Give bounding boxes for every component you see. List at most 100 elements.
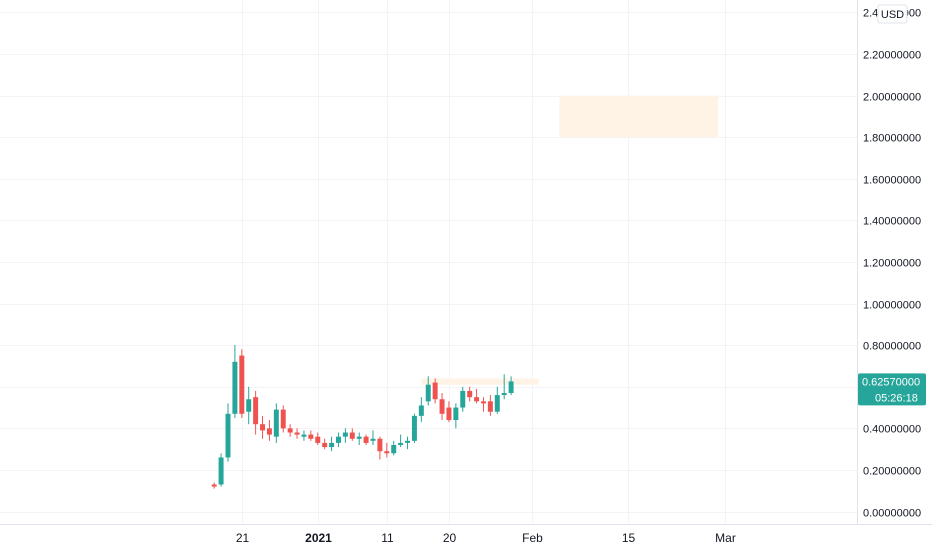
currency-label[interactable]: USD [877,4,908,24]
candle [301,430,307,441]
candle [480,397,486,412]
candle-body [391,444,397,454]
price-tick-label: 1.40000000 [863,216,921,228]
candle [384,442,390,458]
time-axis[interactable]: 21 2021 11 20 Feb 15 Mar [236,531,736,545]
candle-body [266,428,272,435]
time-tick-label: Feb [522,531,543,545]
candle [211,482,217,489]
candle [308,430,314,441]
candle [218,453,224,487]
candle [322,438,328,450]
price-tick-label: 1.80000000 [863,133,921,145]
candle [246,386,252,425]
candle [273,403,279,443]
candle-body [411,415,417,441]
candle [453,403,459,429]
candle-body [349,432,355,439]
price-tick-label: 0.40000000 [863,424,921,436]
candle-body [384,451,390,454]
candle [425,376,431,406]
last-price-badge: 0.62570000 05:26:18 [858,373,926,406]
candle [460,386,466,412]
candle-body [253,397,259,425]
candle-body [363,436,369,443]
candle-body [287,428,293,433]
candle-body [322,442,328,448]
price-tick-label: 1.60000000 [863,175,921,187]
currency-label-bg [877,4,908,24]
candle-body [335,436,341,443]
currency-label-text: USD [881,9,904,21]
candle-body [273,409,279,437]
candle-body [439,399,445,414]
candle-body [487,401,493,412]
candle [474,388,480,404]
candle [349,428,355,441]
last-price-badge-bg [858,373,926,406]
candle [508,376,514,396]
time-tick-label: Mar [715,531,736,545]
price-tick-label: 2.20000000 [863,50,921,62]
candle-body [467,390,473,398]
bar-countdown-label: 05:26:18 [875,392,918,404]
candle-body [260,424,266,431]
rectangle-drawings[interactable] [421,95,719,385]
candle [315,432,321,445]
candle-body [315,436,321,443]
price-tick-label: 0.20000000 [863,466,921,478]
time-tick-label: 11 [381,531,394,545]
candle-body [308,434,314,439]
candle-body [342,432,348,437]
last-price-label: 0.62570000 [862,376,920,388]
candle-body [474,397,480,402]
candle [356,432,362,445]
candle [501,374,507,400]
price-tick-label: 0.00000000 [863,508,921,520]
candle-body [494,395,500,412]
candle-body [246,399,252,412]
candle [266,420,272,441]
candle-body [480,401,486,404]
candle [405,436,411,450]
price-tick-label: 0.80000000 [863,341,921,353]
candle [329,436,335,452]
candle [494,386,500,414]
candle [377,436,383,460]
zone-rectangle[interactable] [559,95,719,138]
candle [439,393,445,421]
candle [335,432,341,448]
candle-body [356,436,362,439]
candle [363,434,369,445]
candle [487,395,493,416]
candle-body [211,484,217,487]
candle [411,413,417,443]
candlestick-series [211,345,514,489]
candle [446,401,452,423]
candle-body [225,413,231,458]
candle-body [425,384,431,402]
candle-body [453,407,459,421]
time-tick-label: 15 [622,531,636,545]
price-tick-label: 1.20000000 [863,258,921,270]
candle-body [446,407,452,421]
zone-rectangle[interactable] [421,378,539,385]
candle [260,415,266,439]
candle [370,430,376,445]
candle [467,386,473,402]
candle [239,349,245,418]
candle-body [329,442,335,448]
candle [294,428,300,439]
candle-body [405,440,411,443]
candle-body [501,393,507,396]
candle-body [398,442,404,445]
candle-body [508,381,514,393]
candle-body [218,457,224,485]
candle [391,440,397,456]
candle [232,345,238,418]
candle-body [460,390,466,408]
price-axis[interactable]: 0.000000000.200000000.400000000.60000000… [863,8,921,520]
candle-body [377,438,383,452]
candle-body [301,434,307,437]
